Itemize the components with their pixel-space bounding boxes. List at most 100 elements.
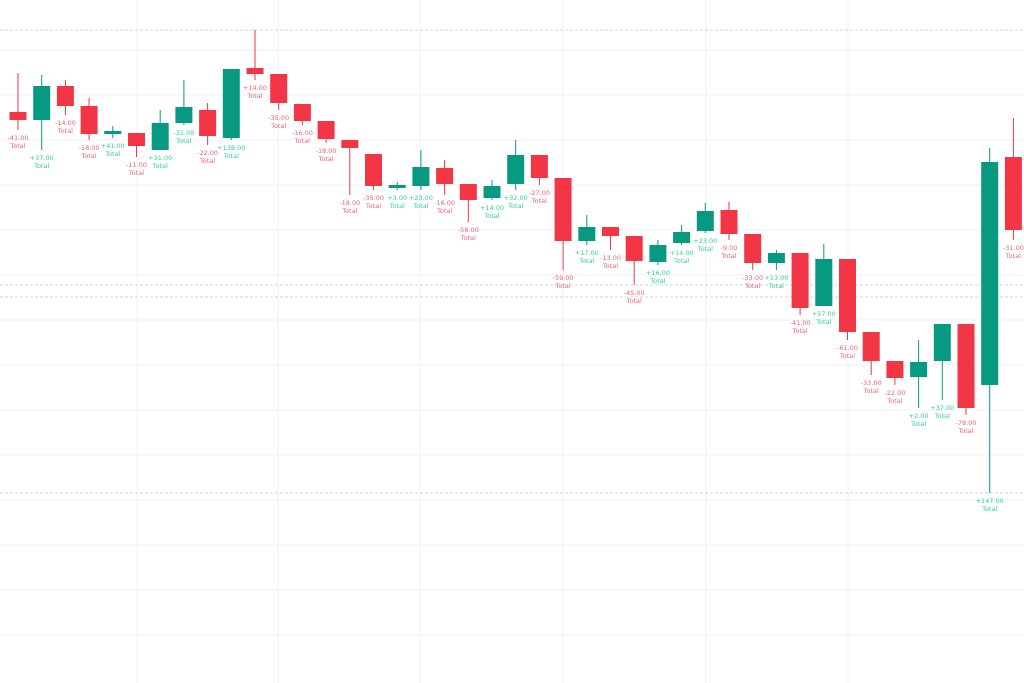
annotation-note: Total (57, 127, 73, 135)
annotation: -31.00 (1003, 244, 1024, 252)
candle-body (104, 131, 122, 134)
candle-body (673, 232, 691, 243)
annotation: +14.00 (670, 249, 694, 257)
annotation: -35.00 (363, 194, 384, 202)
annotation: -16.00 (292, 129, 313, 137)
annotation-note: Total (578, 257, 594, 265)
annotation: -16.00 (434, 199, 455, 207)
annotation-note: Total (412, 202, 428, 210)
annotation-note: Total (341, 207, 357, 215)
candle-body (412, 167, 430, 186)
candle-body (222, 69, 240, 138)
annotation-note: Total (768, 282, 784, 290)
annotation-note: Total (389, 202, 405, 210)
annotation-note: Total (886, 397, 902, 405)
candle-body (175, 107, 193, 123)
annotation: +3.00 (387, 194, 407, 202)
annotation: -9.00 (721, 244, 738, 252)
candle-body (80, 106, 98, 134)
candle-body (696, 211, 714, 231)
candle-body (981, 162, 999, 385)
annotation-note: Total (602, 262, 618, 270)
candle-body (483, 186, 501, 198)
annotation-note: Total (839, 352, 855, 360)
annotation: -35.00 (268, 114, 289, 122)
candle-body (9, 112, 27, 120)
annotation: +31.00 (148, 154, 172, 162)
annotation-note: Total (199, 157, 215, 165)
annotation: +23.00 (409, 194, 433, 202)
annotation-note: Total (270, 122, 286, 130)
annotation-note: Total (957, 427, 973, 435)
candle-body (365, 154, 382, 186)
annotation-note: Total (910, 420, 926, 428)
candle-body (578, 227, 596, 241)
annotation-note: Total (9, 142, 25, 150)
candle-body (56, 86, 74, 106)
candle-body (293, 104, 311, 121)
annotation-note: Total (720, 252, 736, 260)
annotation-note: Total (365, 202, 381, 210)
annotation: -11.00 (126, 161, 147, 169)
candle-body (744, 234, 762, 263)
annotation: -18.00 (339, 199, 360, 207)
candle-body (33, 86, 51, 120)
candle-body (933, 324, 951, 361)
annotation: +37.00 (930, 404, 954, 412)
annotation-note: Total (555, 282, 571, 290)
annotation-note: Total (863, 387, 879, 395)
annotation-note: Total (33, 162, 49, 170)
candle-body (554, 178, 572, 241)
annotation-note: Total (981, 505, 997, 513)
candle-body (341, 140, 359, 148)
annotation-note: Total (792, 327, 808, 335)
annotation: -61.00 (837, 344, 858, 352)
annotation-note: Total (175, 137, 191, 145)
annotation: +37.00 (30, 154, 54, 162)
candle-body (530, 155, 548, 178)
annotation: -13.00 (600, 254, 621, 262)
annotation: -14.00 (55, 119, 76, 127)
candle-body (767, 253, 785, 263)
annotation-note: Total (81, 152, 97, 160)
candle-body (957, 324, 975, 408)
annotation: -18.00 (79, 144, 100, 152)
candle-body (791, 253, 809, 308)
annotation: +14.00 (243, 84, 267, 92)
annotation-note: Total (649, 277, 665, 285)
annotation: -33.00 (861, 379, 882, 387)
annotation: -78.00 (956, 419, 977, 427)
annotation-note: Total (152, 162, 168, 170)
annotation-note: Total (318, 155, 334, 163)
annotation: +2.00 (909, 412, 929, 420)
candle-body (459, 184, 477, 200)
candle-body (815, 259, 833, 306)
annotation: +57.00 (812, 310, 836, 318)
candle-body (388, 185, 406, 188)
candle-body (839, 259, 856, 332)
annotation-note: Total (626, 297, 642, 305)
annotation: +41.00 (101, 142, 125, 150)
candle-body (246, 68, 264, 74)
annotation-note: Total (507, 202, 523, 210)
annotation-note: Total (744, 282, 760, 290)
annotation: -27.00 (529, 189, 550, 197)
annotation: -22.00 (884, 389, 905, 397)
candle-body (199, 110, 217, 136)
candle-body (436, 168, 454, 184)
candle-body (128, 133, 145, 146)
candle-body (1004, 157, 1022, 230)
candle-body (649, 245, 667, 262)
annotation: -22.00 (197, 149, 218, 157)
annotation-note: Total (483, 212, 499, 220)
annotation-note: Total (436, 207, 452, 215)
candle-body (270, 74, 288, 103)
annotation-note: Total (531, 197, 547, 205)
candle-body (317, 121, 335, 139)
annotation: -33.00 (742, 274, 763, 282)
annotation: +147.00 (976, 497, 1004, 505)
annotation: -59.00 (553, 274, 574, 282)
annotation: +14.00 (480, 204, 504, 212)
